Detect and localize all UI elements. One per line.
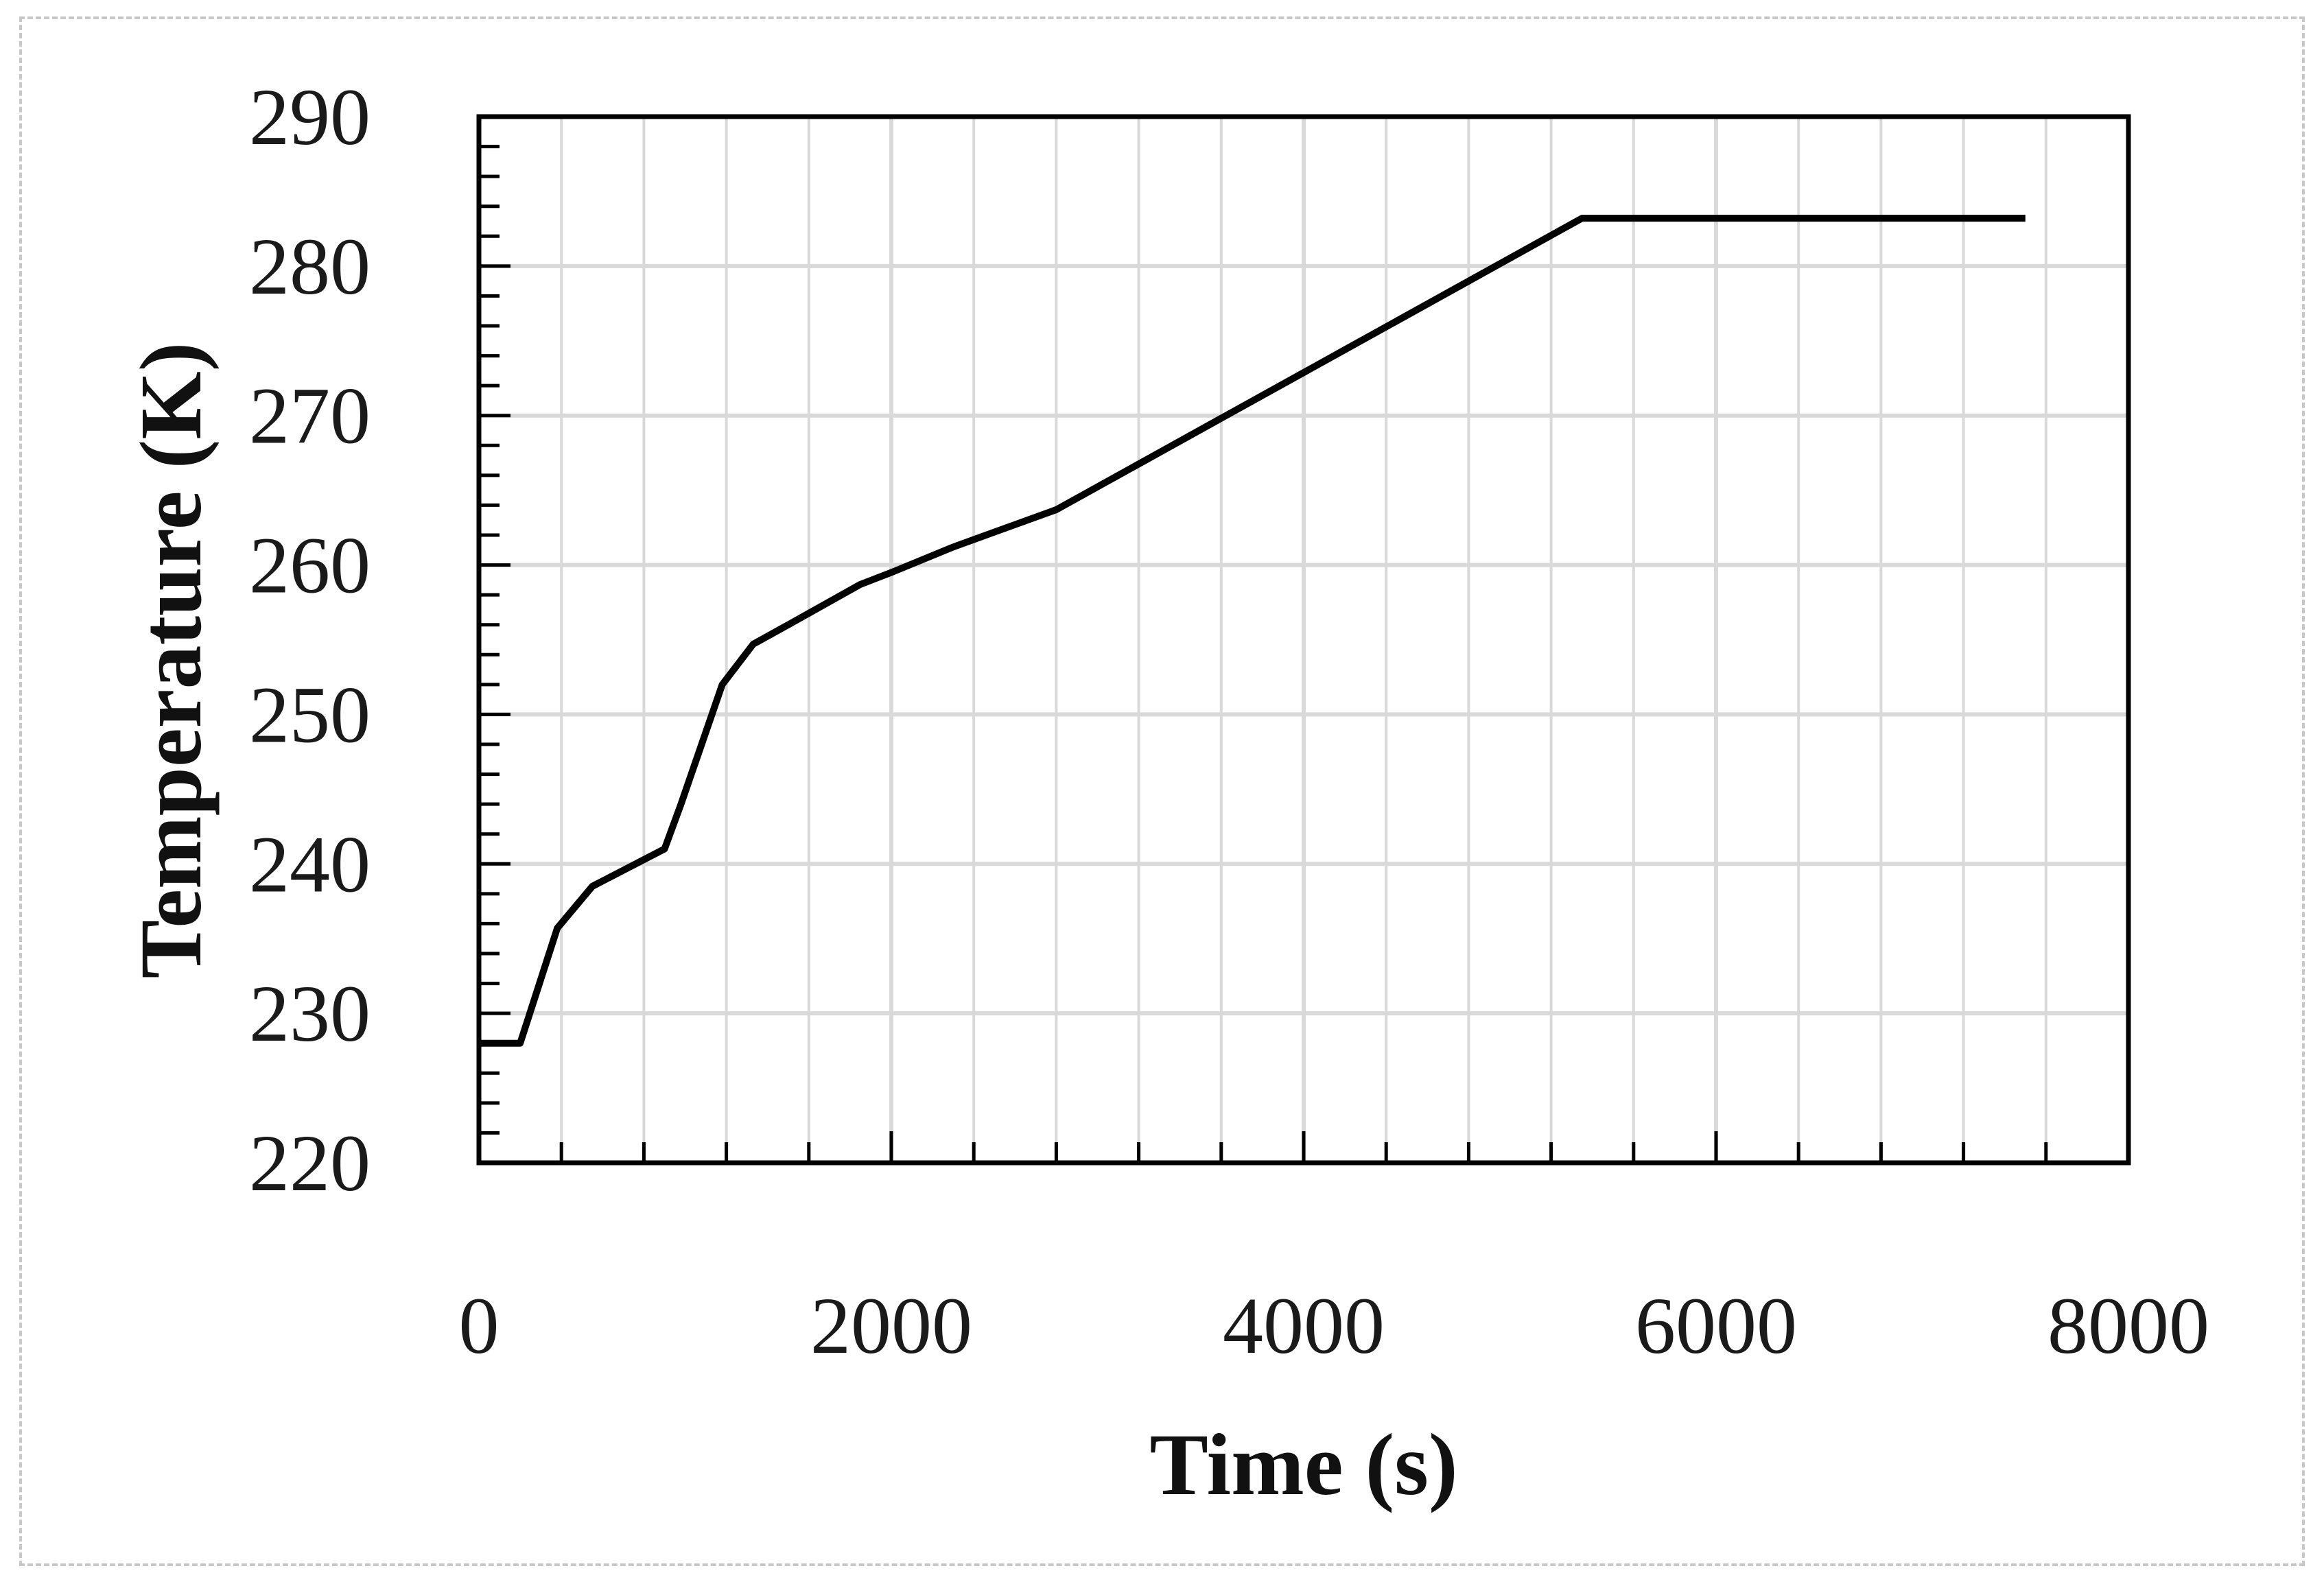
plot-area-border — [476, 114, 2131, 1166]
x-axis-title: Time (s) — [1149, 1416, 1457, 1513]
y-tick-label: 240 — [249, 819, 371, 909]
y-tick-label: 260 — [249, 521, 371, 611]
x-tick-label: 2000 — [810, 1281, 972, 1371]
series-layer — [479, 215, 2026, 1047]
figure-frame — [19, 16, 2305, 1566]
y-tick-label: 220 — [249, 1118, 371, 1208]
grid — [479, 117, 2128, 1163]
y-tick-labels: 220 230 240 250 260 270 280 290 — [249, 72, 371, 1208]
minor-ticks — [479, 145, 2048, 1163]
y-tick-label: 280 — [249, 222, 371, 311]
y-tick-label: 230 — [249, 969, 371, 1059]
y-axis-title: Temperature (K) — [122, 342, 220, 979]
y-tick-label: 290 — [249, 72, 371, 162]
x-tick-label: 4000 — [1223, 1281, 1385, 1371]
x-tick-label: 8000 — [2047, 1281, 2209, 1371]
x-tick-label: 0 — [459, 1281, 500, 1371]
y-tick-label: 270 — [249, 371, 371, 461]
x-tick-label: 6000 — [1635, 1281, 1797, 1371]
series-line-0 — [479, 215, 2026, 1047]
x-tick-labels: 0 2000 4000 6000 8000 — [459, 1281, 2210, 1371]
y-tick-label: 250 — [249, 670, 371, 759]
